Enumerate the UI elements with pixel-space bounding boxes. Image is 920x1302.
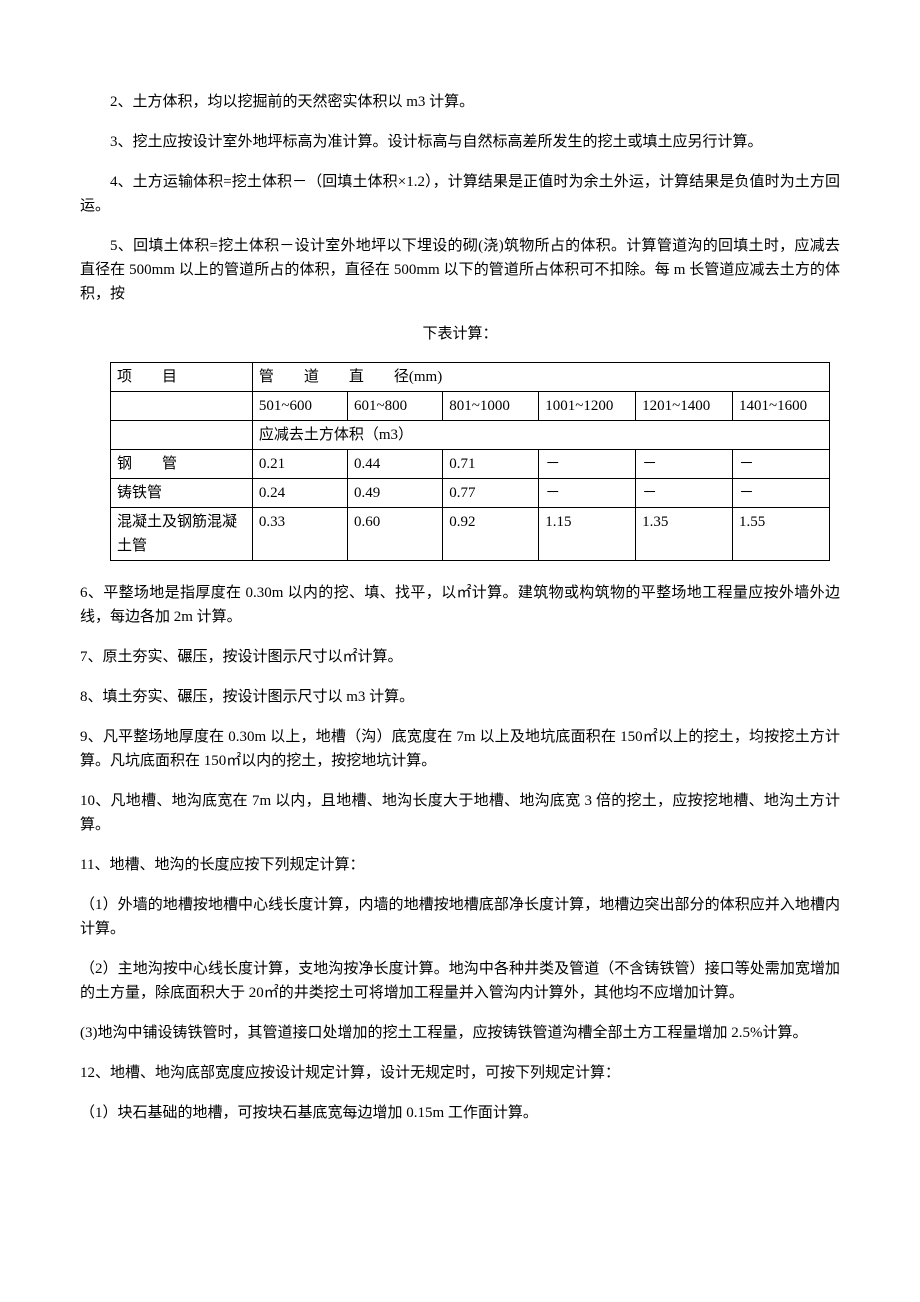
header-main: 管 道 直 径(mm) — [252, 363, 829, 392]
paragraph-3: 3、挖土应按设计室外地坪标高为准计算。设计标高与自然标高差所发生的挖土或填土应另… — [80, 130, 840, 154]
row-0-cell-5: － — [733, 450, 830, 479]
row-1-label: 铸铁管 — [111, 479, 253, 508]
col-4: 1201~1400 — [636, 392, 733, 421]
row-2-cell-5: 1.55 — [733, 508, 830, 561]
row-0-cell-1: 0.44 — [348, 450, 443, 479]
row-2-cell-1: 0.60 — [348, 508, 443, 561]
paragraph-6: 6、平整场地是指厚度在 0.30m 以内的挖、填、找平，以㎡计算。建筑物或构筑物… — [80, 581, 840, 629]
row-0-cell-3: － — [539, 450, 636, 479]
table-row: 混凝土及钢筋混凝土管 0.33 0.60 0.92 1.15 1.35 1.55 — [111, 508, 830, 561]
paragraph-11-1: （1）外墙的地槽按地槽中心线长度计算，内墙的地槽按地槽底部净长度计算，地槽边突出… — [80, 893, 840, 941]
row-2-cell-3: 1.15 — [539, 508, 636, 561]
row-1-cell-3: － — [539, 479, 636, 508]
row-2-cell-0: 0.33 — [252, 508, 347, 561]
paragraph-12: 12、地槽、地沟底部宽度应按设计规定计算，设计无规定时，可按下列规定计算： — [80, 1061, 840, 1085]
header-empty — [111, 392, 253, 421]
col-3: 1001~1200 — [539, 392, 636, 421]
paragraph-11-2: （2）主地沟按中心线长度计算，支地沟按净长度计算。地沟中各种井类及管道（不含铸铁… — [80, 957, 840, 1005]
col-2: 801~1000 — [443, 392, 539, 421]
paragraph-12-1: （1）块石基础的地槽，可按块石基底宽每边增加 0.15m 工作面计算。 — [80, 1101, 840, 1125]
subheader-empty — [111, 421, 253, 450]
paragraph-10: 10、凡地槽、地沟底宽在 7m 以内，且地槽、地沟长度大于地槽、地沟底宽 3 倍… — [80, 789, 840, 837]
row-0-cell-2: 0.71 — [443, 450, 539, 479]
table-header-row-2: 501~600 601~800 801~1000 1001~1200 1201~… — [111, 392, 830, 421]
paragraph-4: 4、土方运输体积=挖土体积－（回填土体积×1.2），计算结果是正值时为余土外运，… — [80, 170, 840, 218]
col-5: 1401~1600 — [733, 392, 830, 421]
row-0-label: 钢 管 — [111, 450, 253, 479]
paragraph-11-3: (3)地沟中铺设铸铁管时，其管道接口处增加的挖土工程量，应按铸铁管道沟槽全部土方… — [80, 1021, 840, 1045]
row-1-cell-0: 0.24 — [252, 479, 347, 508]
row-1-cell-5: － — [733, 479, 830, 508]
row-2-cell-4: 1.35 — [636, 508, 733, 561]
paragraph-8: 8、填土夯实、碾压，按设计图示尺寸以 m3 计算。 — [80, 685, 840, 709]
subheader: 应减去土方体积（m3） — [252, 421, 829, 450]
row-0-cell-4: － — [636, 450, 733, 479]
row-2-label: 混凝土及钢筋混凝土管 — [111, 508, 253, 561]
paragraph-9: 9、凡平整场地厚度在 0.30m 以上，地槽（沟）底宽度在 7m 以上及地坑底面… — [80, 725, 840, 773]
row-1-cell-1: 0.49 — [348, 479, 443, 508]
paragraph-2: 2、土方体积，均以挖掘前的天然密实体积以 m3 计算。 — [80, 90, 840, 114]
header-item-label: 项 目 — [111, 363, 253, 392]
col-1: 601~800 — [348, 392, 443, 421]
paragraph-5b: 下表计算： — [80, 322, 840, 346]
row-1-cell-4: － — [636, 479, 733, 508]
table-header-row-1: 项 目 管 道 直 径(mm) — [111, 363, 830, 392]
pipe-deduction-table: 项 目 管 道 直 径(mm) 501~600 601~800 801~1000… — [110, 362, 830, 561]
table-row: 钢 管 0.21 0.44 0.71 － － － — [111, 450, 830, 479]
paragraph-11: 11、地槽、地沟的长度应按下列规定计算： — [80, 853, 840, 877]
row-2-cell-2: 0.92 — [443, 508, 539, 561]
table-subheader-row: 应减去土方体积（m3） — [111, 421, 830, 450]
paragraph-5a: 5、回填土体积=挖土体积－设计室外地坪以下埋设的砌(浇)筑物所占的体积。计算管道… — [80, 234, 840, 306]
col-0: 501~600 — [252, 392, 347, 421]
paragraph-7: 7、原土夯实、碾压，按设计图示尺寸以㎡计算。 — [80, 645, 840, 669]
row-0-cell-0: 0.21 — [252, 450, 347, 479]
row-1-cell-2: 0.77 — [443, 479, 539, 508]
table-row: 铸铁管 0.24 0.49 0.77 － － － — [111, 479, 830, 508]
